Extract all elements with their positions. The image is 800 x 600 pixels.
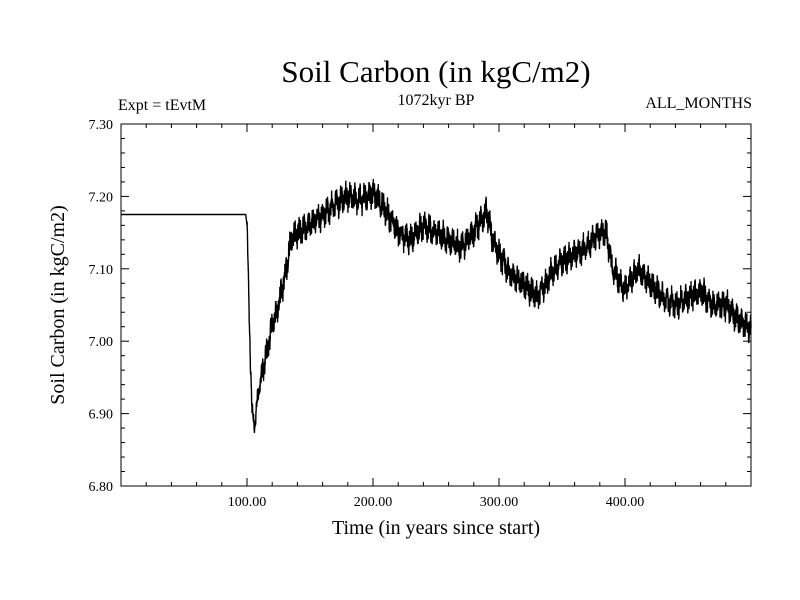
- y-axis-ticks: 6.80 6.90 7.00 7.10 7.20 7.30: [89, 118, 751, 495]
- y-tick-label: 6.80: [89, 480, 114, 495]
- chart-title: Soil Carbon (in kgC/m2): [281, 54, 590, 89]
- y-tick-label: 7.30: [89, 118, 114, 133]
- series-layer: [120, 178, 752, 434]
- x-tick-label: 100.00: [228, 495, 267, 510]
- y-tick-label: 7.00: [89, 335, 114, 350]
- y-tick-label: 7.20: [89, 190, 114, 205]
- x-axis-label: Time (in years since start): [332, 517, 540, 539]
- subtitle-left: Expt = tEvtM: [118, 97, 206, 114]
- series-line-soil-carbon: [120, 178, 752, 434]
- y-tick-label: 6.90: [89, 408, 114, 423]
- subtitle-center: 1072kyr BP: [398, 92, 475, 109]
- y-axis-label: Soil Carbon (in kgC/m2): [47, 205, 69, 404]
- x-tick-label: 400.00: [606, 495, 645, 510]
- x-axis-ticks: 100.00 200.00 300.00 400.00: [145, 124, 727, 510]
- plot-frame: [120, 123, 752, 487]
- y-tick-label: 7.10: [89, 263, 114, 278]
- subtitle-right: ALL_MONTHS: [645, 95, 752, 112]
- x-tick-label: 300.00: [480, 495, 519, 510]
- x-tick-label: 200.00: [354, 495, 393, 510]
